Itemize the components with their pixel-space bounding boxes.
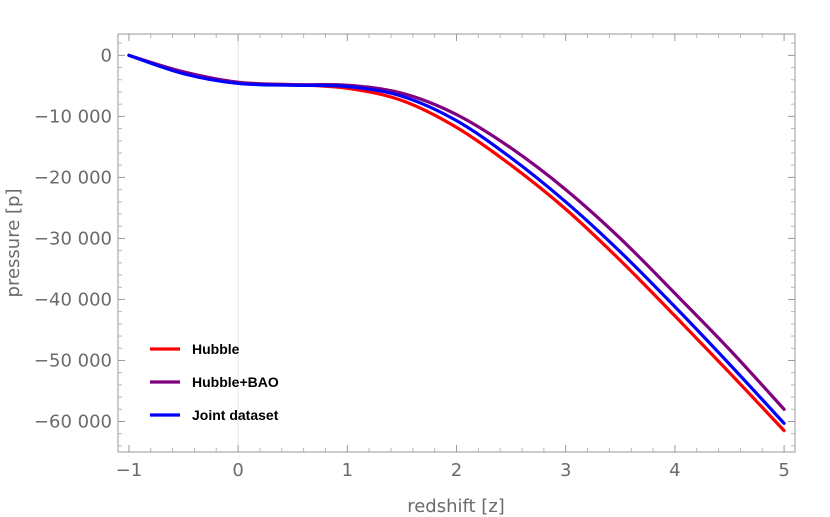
series-lines [127, 53, 786, 433]
y-tick-label: −60 000 [34, 411, 112, 432]
legend-label: Hubble [192, 341, 240, 357]
y-tick-label: −30 000 [34, 228, 112, 249]
y-tick-label: −50 000 [34, 350, 112, 371]
x-tick-label: 1 [342, 460, 353, 481]
legend-label: Hubble+BAO [192, 374, 279, 390]
x-tick-label: 2 [451, 460, 462, 481]
x-axis-title: redshift [z] [407, 496, 505, 517]
x-tick-label: 0 [232, 460, 243, 481]
y-tick-label: −20 000 [34, 167, 112, 188]
x-tick-label: −1 [116, 460, 143, 481]
x-tick-label: 4 [669, 460, 680, 481]
y-tick-label: 0 [101, 45, 112, 66]
legend: Hubble Hubble+BAO Joint dataset [150, 341, 279, 423]
x-tick-label: 3 [560, 460, 571, 481]
x-tick-label: 5 [778, 460, 789, 481]
tick-marks [118, 34, 795, 452]
legend-label: Joint dataset [192, 407, 279, 423]
y-tick-label: −40 000 [34, 289, 112, 310]
tick-labels: −1 0 1 2 3 4 5 0 −10 000 −20 000 −30 000 −40 000 −50… [34, 45, 790, 481]
series-line-joint-dataset [127, 53, 786, 425]
y-tick-label: −10 000 [34, 106, 112, 127]
y-axis-title: pressure [p] [3, 189, 24, 298]
